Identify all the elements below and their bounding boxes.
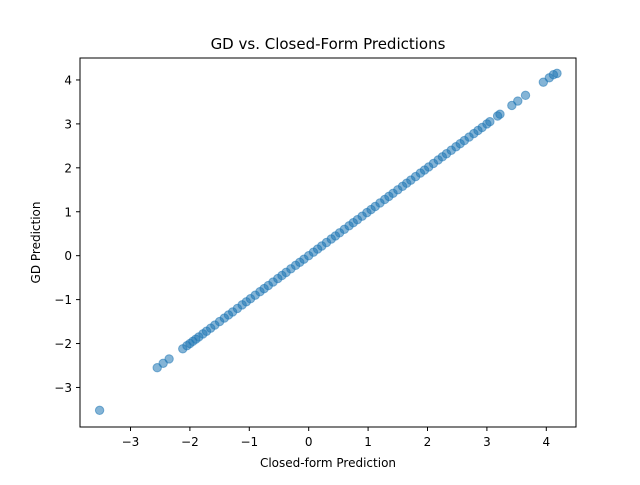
y-tick-label: 0 <box>64 249 72 263</box>
plot-frame <box>79 57 577 428</box>
y-tick-label: 2 <box>64 161 72 175</box>
scatter-point <box>485 117 495 127</box>
y-tick-label: 3 <box>64 117 72 131</box>
x-tick-label: −2 <box>181 435 199 449</box>
y-tick-label: 1 <box>64 205 72 219</box>
chart-title: GD vs. Closed-Form Predictions <box>211 35 446 53</box>
y-axis-ticks: −3 −2 −1 0 1 2 3 4 <box>54 73 80 395</box>
y-axis-label: GD Prediction <box>29 202 43 284</box>
x-tick-label: −1 <box>240 435 258 449</box>
scatter-point <box>520 90 531 101</box>
scatter-point <box>513 96 523 106</box>
x-tick-label: 3 <box>483 435 491 449</box>
y-tick-label: −3 <box>54 381 72 395</box>
x-tick-label: 0 <box>305 435 313 449</box>
scatter-point <box>495 109 505 119</box>
y-tick-label: −1 <box>54 293 72 307</box>
y-tick-label: 4 <box>64 73 72 87</box>
x-axis-label: Closed-form Prediction <box>260 456 396 470</box>
scatter-point <box>164 354 174 364</box>
scatter-point <box>552 68 562 79</box>
scatter-point <box>94 405 105 416</box>
x-tick-label: −3 <box>122 435 140 449</box>
x-tick-label: 4 <box>542 435 550 449</box>
y-tick-label: −2 <box>54 337 72 351</box>
x-tick-label: 1 <box>364 435 372 449</box>
points-layer <box>94 68 562 416</box>
x-axis-ticks: −3 −2 −1 0 1 2 3 4 <box>122 427 550 449</box>
x-tick-label: 2 <box>424 435 432 449</box>
